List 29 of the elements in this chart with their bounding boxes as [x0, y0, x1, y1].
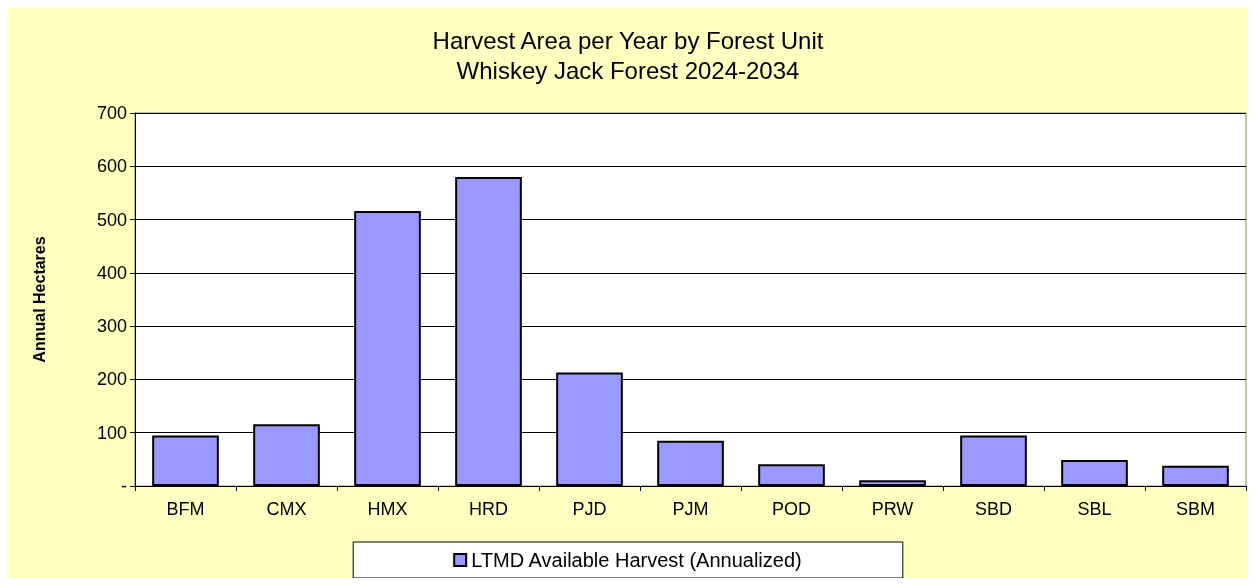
y-tick-label: 600 — [96, 156, 127, 177]
x-tick-label: SBL — [1077, 499, 1112, 519]
x-tick-label: HMX — [367, 499, 408, 519]
bar — [152, 435, 219, 486]
y-tick-label: 400 — [96, 262, 127, 283]
x-tick-label: PJM — [672, 499, 709, 519]
x-tick-label: POD — [771, 499, 812, 519]
y-tick-label: - — [121, 476, 127, 496]
x-tick-label: PJD — [572, 499, 607, 519]
bar — [657, 440, 724, 486]
x-tick-label: SBM — [1175, 499, 1216, 519]
x-tick-label: CMX — [266, 499, 307, 519]
x-tick-label: SBD — [974, 499, 1013, 519]
y-tick-label: 200 — [96, 369, 127, 390]
x-tick-label: PRW — [871, 499, 914, 519]
bar — [859, 480, 926, 486]
y-axis-title: Annual Hectares — [30, 236, 48, 363]
bar — [1061, 459, 1128, 486]
y-tick-label: 700 — [96, 103, 127, 123]
bar — [1162, 465, 1229, 486]
x-tick-label: HRD — [469, 499, 508, 519]
y-tick-label: 500 — [96, 209, 127, 230]
chart-title: Harvest Area per Year by Forest Unit Whiskey Jack Forest 2024-2034 — [432, 26, 824, 84]
x-tick-label: BFM — [166, 499, 205, 519]
bar — [758, 464, 825, 486]
y-tick-label: 300 — [96, 316, 127, 337]
legend-label: LTMD Available Harvest (Annualized) — [471, 549, 802, 571]
y-tick-label: 100 — [96, 422, 127, 443]
bar — [960, 435, 1027, 486]
